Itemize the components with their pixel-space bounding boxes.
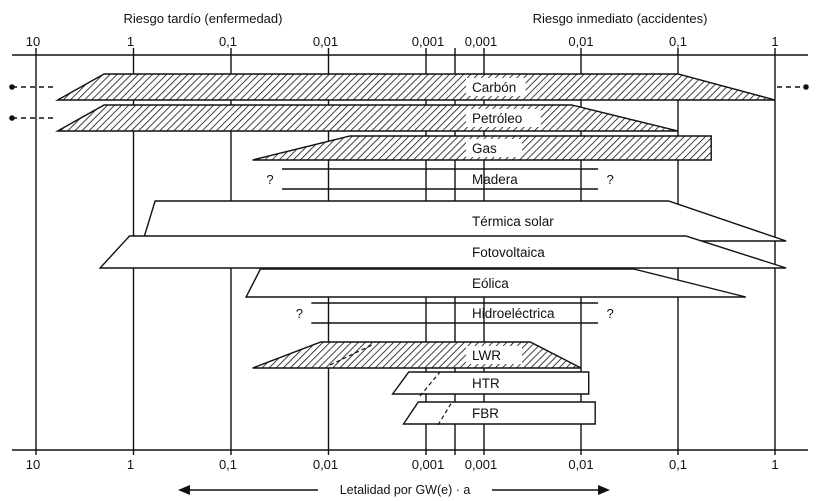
bar-7: Eólica: [244, 268, 746, 298]
bar-label-bg: [466, 346, 522, 364]
top-tick-labels: 10 1 0,1 0,01 0,001 0,001 0,01 0,1 1: [26, 34, 779, 49]
left-axis-title: Riesgo tardío (enfermedad): [124, 11, 283, 26]
bar-label: Fotovoltaica: [472, 245, 545, 260]
bar-shape: [244, 268, 746, 298]
bar-label: Gas: [472, 141, 497, 156]
bar-shape: [391, 371, 590, 395]
bar-8: ? ? Hidroeléctrica: [296, 302, 614, 324]
bottom-tick-labels: 10 1 0,1 0,01 0,001 0,001 0,01 0,1 1: [26, 457, 779, 472]
tick-label: 1: [771, 34, 778, 49]
bar-10: HTR: [391, 371, 590, 395]
tick-label: 0,01: [313, 34, 338, 49]
tick-label: 0,01: [313, 457, 338, 472]
tick-label: 0,1: [669, 34, 687, 49]
bar-2: Petróleo: [9, 104, 679, 132]
x-axis-label: Letalidad por GW(e) · a: [340, 483, 471, 497]
bars: Carbón Petróleo Gas? ? Madera Térmica solar Fo…: [9, 73, 809, 426]
bar-11: FBR: [402, 401, 596, 425]
tick-label: 10: [26, 457, 40, 472]
bar-shape: [54, 104, 679, 132]
tick-label: 1: [127, 34, 134, 49]
bar-label: FBR: [472, 406, 499, 421]
off-scale-dot: [9, 115, 15, 121]
bar-label-bg: [466, 78, 526, 96]
bar-1: Carbón: [9, 73, 809, 101]
tick-label: 0,1: [219, 457, 237, 472]
bar-label: Petróleo: [472, 111, 522, 126]
bar-9: LWR: [252, 341, 582, 369]
bar-label: Carbón: [472, 80, 516, 95]
right-axis-title: Riesgo inmediato (accidentes): [533, 11, 708, 26]
off-scale-dot: [803, 84, 809, 90]
tick-label: 10: [26, 34, 40, 49]
bar-shape: [141, 200, 787, 242]
bar-label: HTR: [472, 376, 500, 391]
bar-6: Fotovoltaica: [98, 235, 787, 269]
uncertain-mark: ?: [296, 306, 303, 321]
nuclear-dashed-links: [329, 344, 453, 426]
tick-label: 0,1: [669, 457, 687, 472]
bar-label: Térmica solar: [472, 214, 554, 229]
tick-label: 0,01: [568, 34, 593, 49]
tick-label: 1: [771, 457, 778, 472]
bar-label-bg: [466, 109, 541, 127]
tick-label: 1: [127, 457, 134, 472]
bar-3: Gas: [252, 135, 712, 161]
bar-label: Hidroeléctrica: [472, 306, 555, 321]
tick-label: 0,1: [219, 34, 237, 49]
tick-label: 0,001: [412, 457, 445, 472]
bar-shape: [252, 341, 582, 369]
off-scale-dot: [9, 84, 15, 90]
bar-shape: [54, 73, 776, 101]
uncertain-mark: ?: [606, 172, 613, 187]
bar-4: ? ? Madera: [266, 168, 614, 190]
bar-label: Madera: [472, 172, 518, 187]
bar-label: LWR: [472, 348, 501, 363]
bar-label-bg: [466, 139, 522, 157]
tick-label: 0,001: [412, 34, 445, 49]
tick-label: 0,01: [568, 457, 593, 472]
bar-5: Térmica solar: [141, 200, 787, 242]
uncertain-mark: ?: [606, 306, 613, 321]
tick-label: 0,001: [465, 457, 498, 472]
bar-label: Eólica: [472, 276, 509, 291]
bar-shape: [402, 401, 596, 425]
tick-label: 0,001: [465, 34, 498, 49]
bar-shape: [98, 235, 787, 269]
x-axis-arrow: [178, 485, 610, 495]
uncertain-mark: ?: [266, 172, 273, 187]
